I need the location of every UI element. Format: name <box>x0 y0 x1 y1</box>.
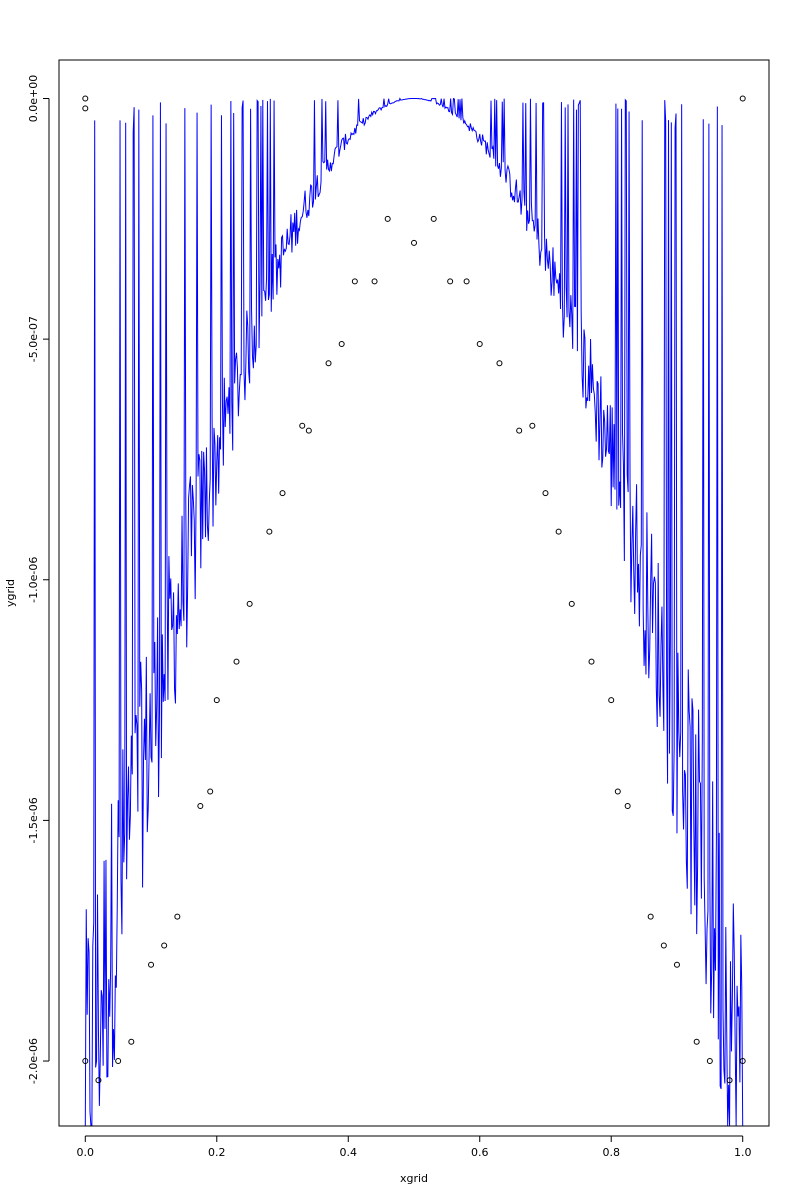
x-tick-label: 1.0 <box>734 1146 752 1159</box>
y-tick-label: -1.0e-06 <box>27 557 40 603</box>
y-tick-label: -1.5e-06 <box>27 797 40 843</box>
y-axis-title: ygrid <box>4 579 17 607</box>
x-tick-label: 0.4 <box>340 1146 358 1159</box>
x-tick-label: 0.6 <box>471 1146 489 1159</box>
x-axis-title: xgrid <box>400 1172 428 1185</box>
y-tick-label: -5.0e-07 <box>27 316 40 362</box>
x-tick-label: 0.0 <box>77 1146 95 1159</box>
y-tick-label: 0.0e+00 <box>27 75 40 122</box>
x-tick-label: 0.8 <box>602 1146 620 1159</box>
x-tick-label: 0.2 <box>208 1146 226 1159</box>
y-tick-label: -2.0e-06 <box>27 1038 40 1084</box>
